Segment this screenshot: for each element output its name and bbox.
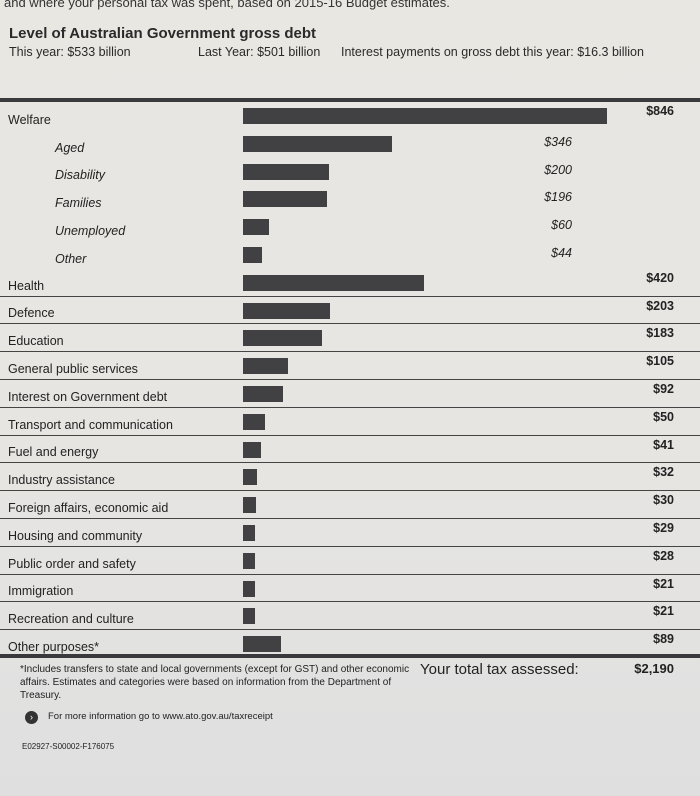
value-label: $200 xyxy=(544,162,572,177)
value-label: $60 xyxy=(551,218,572,233)
total-value: $2,190 xyxy=(634,661,674,676)
more-info-link[interactable]: For more information go to www.ato.gov.a… xyxy=(48,711,273,722)
value-label: $92 xyxy=(653,381,674,396)
bar xyxy=(243,191,328,208)
value-label: $846 xyxy=(646,104,674,118)
document-code: E02927-S00002-F176075 xyxy=(22,742,115,751)
category-label: Immigration xyxy=(8,584,74,599)
category-label: Other purposes* xyxy=(8,639,100,654)
category-label: Disability xyxy=(55,168,106,183)
category-label: Defence xyxy=(8,306,55,321)
value-label: $196 xyxy=(544,190,572,205)
value-label: $50 xyxy=(653,409,674,424)
category-label: Unemployed xyxy=(55,223,126,238)
chart-row: Interest on Government debt $92 xyxy=(0,380,700,408)
chart-row: Transport and communication $50 xyxy=(0,408,700,436)
debt-title: Level of Australian Government gross deb… xyxy=(9,25,317,42)
intro-text: and where your personal tax was spent, b… xyxy=(4,0,450,10)
category-label: Industry assistance xyxy=(8,473,115,488)
chart-row: Health $420 xyxy=(0,269,700,297)
value-label: $346 xyxy=(544,134,572,149)
category-label: Housing and community xyxy=(8,528,143,543)
value-label: $89 xyxy=(653,632,674,647)
category-label: Transport and communication xyxy=(8,417,173,432)
chart-row: Other $44 xyxy=(0,241,700,269)
category-label: Recreation and culture xyxy=(8,612,134,627)
chart-row: Unemployed $60 xyxy=(0,213,700,241)
bar xyxy=(243,330,322,347)
value-label: $105 xyxy=(646,354,674,369)
chart-row: Aged $346 xyxy=(0,130,700,158)
bar xyxy=(243,497,256,514)
value-label: $21 xyxy=(653,576,674,591)
chart-row: Immigration $21 xyxy=(0,575,700,603)
category-label: Families xyxy=(55,196,102,211)
divider xyxy=(0,98,700,102)
bar xyxy=(243,246,262,263)
category-label: Fuel and energy xyxy=(8,445,99,460)
value-label: $21 xyxy=(653,604,674,619)
value-label: $29 xyxy=(653,520,674,535)
debt-last-year: Last Year: $501 billion xyxy=(198,45,321,59)
chevron-right-icon: › xyxy=(25,711,38,724)
value-label: $44 xyxy=(551,245,572,260)
value-label: $41 xyxy=(653,437,674,452)
bar xyxy=(243,135,392,152)
spending-chart: Welfare $846 Aged $346 Disability $200 Familie… xyxy=(0,102,700,658)
category-label: Public order and safety xyxy=(8,556,136,571)
chart-row: Fuel and energy $41 xyxy=(0,436,700,464)
bar xyxy=(243,274,424,291)
value-label: $28 xyxy=(653,548,674,563)
bar xyxy=(243,580,255,597)
debt-this-year: This year: $533 billion xyxy=(9,45,131,59)
chart-row: Welfare $846 xyxy=(0,102,700,130)
bar xyxy=(243,469,257,486)
category-label: Welfare xyxy=(8,112,51,127)
bar xyxy=(243,219,269,236)
chart-row: Families $196 xyxy=(0,185,700,213)
chart-row: Recreation and culture $21 xyxy=(0,602,700,631)
category-label: Aged xyxy=(55,140,85,155)
bar xyxy=(243,302,331,319)
chart-row: Housing and community $29 xyxy=(0,519,700,547)
value-label: $420 xyxy=(646,270,674,285)
bar xyxy=(243,108,607,124)
category-label: Health xyxy=(8,278,45,293)
value-label: $203 xyxy=(646,298,674,313)
value-label: $30 xyxy=(653,493,674,508)
total-label: Your total tax assessed: xyxy=(420,661,579,678)
category-label: Interest on Government debt xyxy=(8,389,168,404)
bar xyxy=(243,636,282,653)
value-label: $32 xyxy=(653,465,674,480)
chart-row: Defence $203 xyxy=(0,297,700,325)
footnote: *Includes transfers to state and local g… xyxy=(20,664,410,701)
chart-row: Disability $200 xyxy=(0,158,700,186)
category-label: Other xyxy=(55,251,87,266)
chart-row: Industry assistance $32 xyxy=(0,463,700,492)
bar xyxy=(243,441,261,458)
value-label: $183 xyxy=(646,326,674,341)
bar xyxy=(243,358,289,375)
bar xyxy=(243,413,265,430)
chart-row: Education $183 xyxy=(0,324,700,353)
bar xyxy=(243,163,330,180)
bar xyxy=(243,385,283,402)
divider xyxy=(0,654,700,658)
chart-row: Foreign affairs, economic aid $30 xyxy=(0,491,700,519)
bar xyxy=(243,608,255,625)
category-label: Foreign affairs, economic aid xyxy=(8,500,169,515)
debt-interest: Interest payments on gross debt this yea… xyxy=(341,45,644,59)
category-label: Education xyxy=(8,334,64,349)
chart-row: Public order and safety $28 xyxy=(0,547,700,575)
bar xyxy=(243,552,256,569)
chart-row: General public services $105 xyxy=(0,352,700,380)
category-label: General public services xyxy=(8,361,138,376)
bar xyxy=(243,524,256,541)
